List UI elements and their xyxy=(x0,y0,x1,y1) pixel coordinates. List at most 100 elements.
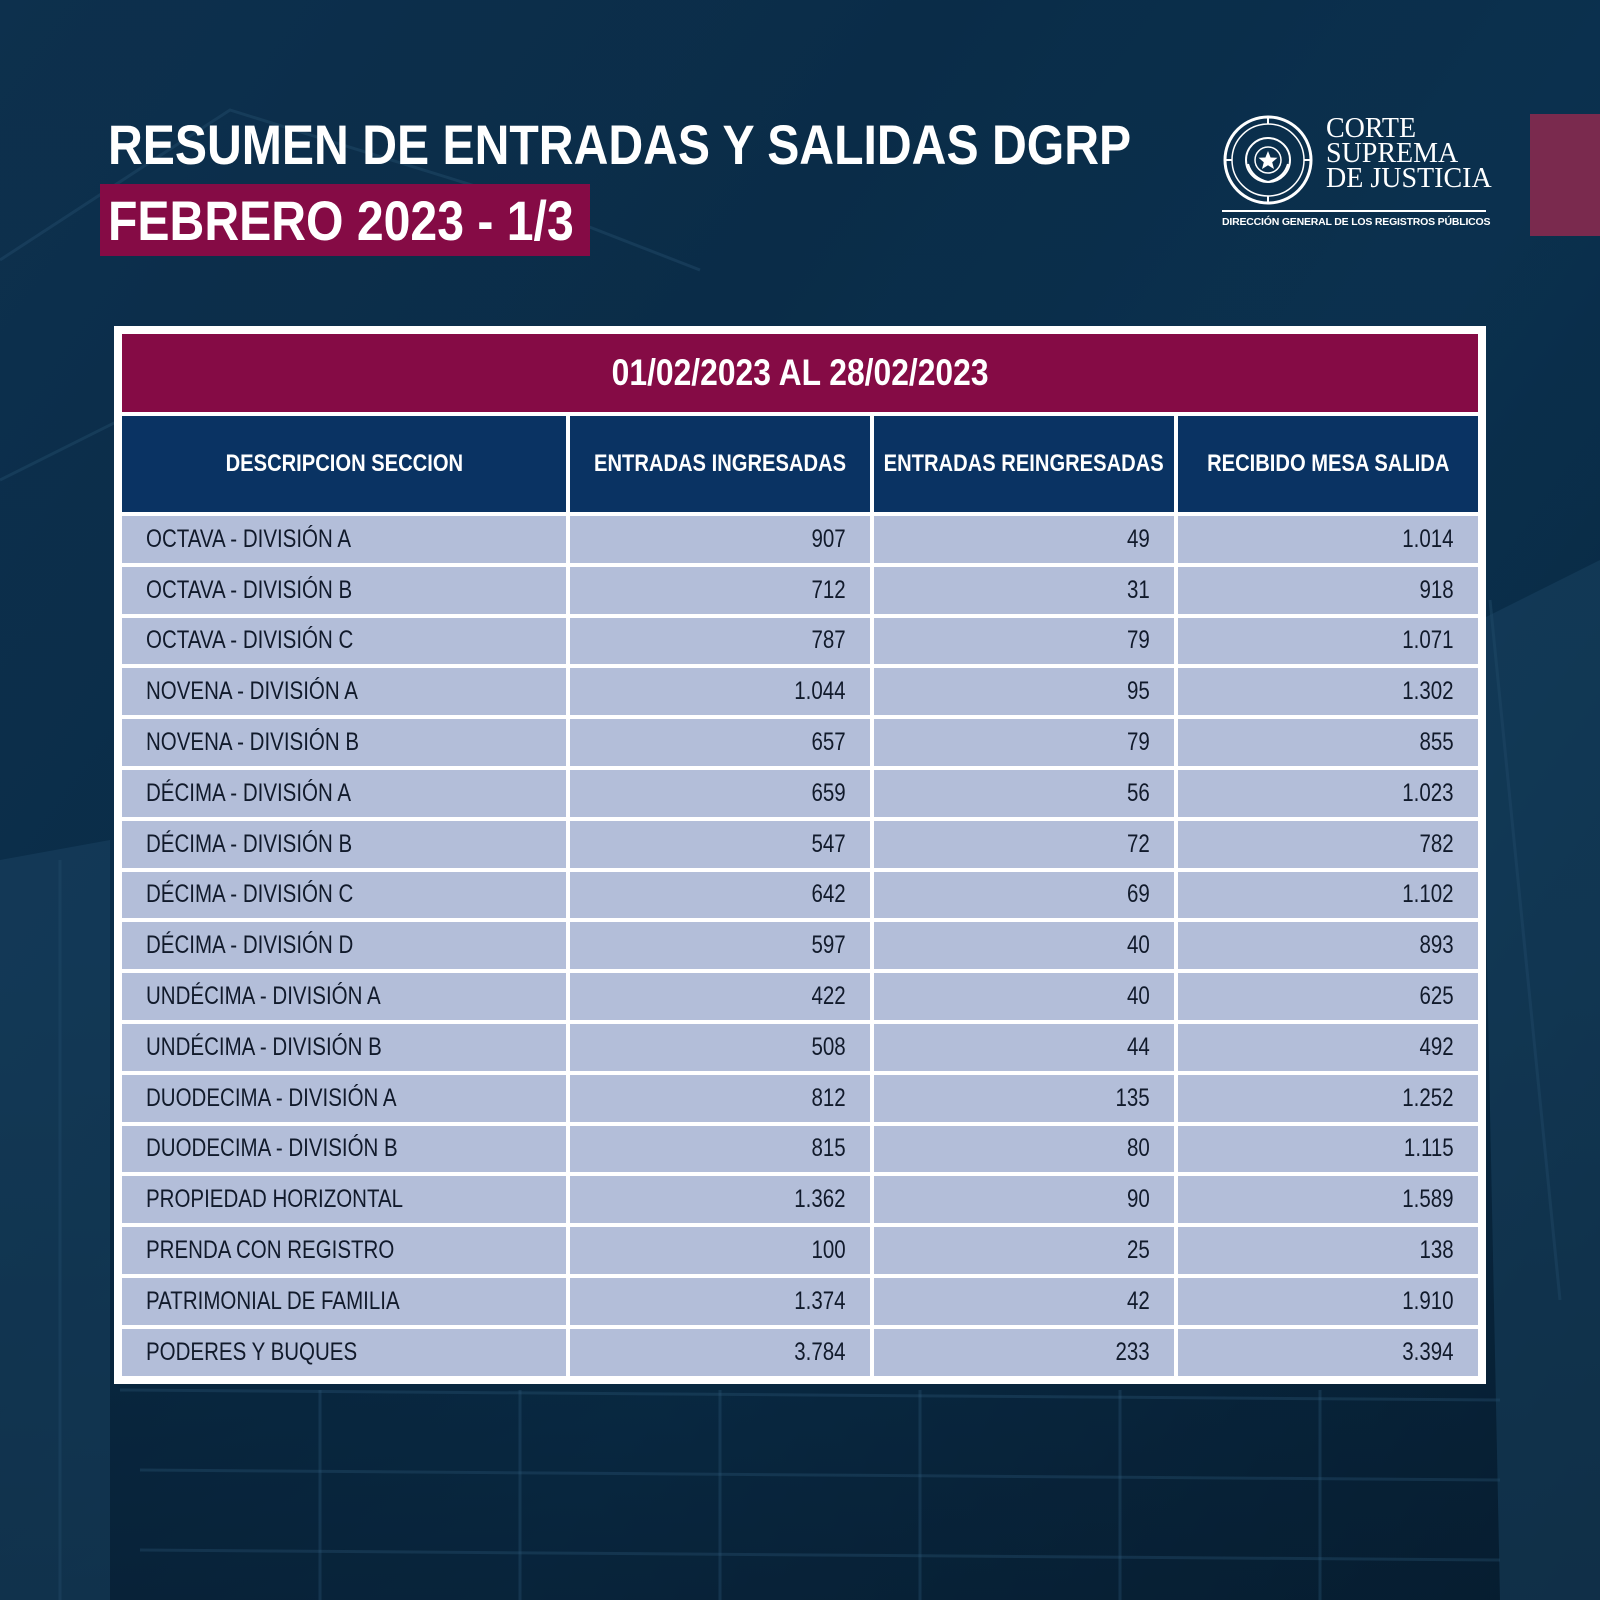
row-description: PODERES Y BUQUES xyxy=(122,1328,566,1376)
logo-divider xyxy=(1222,210,1486,212)
row-description: UNDÉCIMA - DIVISIÓN B xyxy=(122,1023,566,1071)
row-value: 815 xyxy=(570,1125,870,1173)
row-value: 893 xyxy=(1178,922,1478,970)
institution-subtitle: DIRECCIÓN GENERAL DE LOS REGISTROS PÚBLI… xyxy=(1222,216,1491,228)
row-value: 100 xyxy=(570,1227,870,1274)
row-value: 72 xyxy=(874,820,1174,868)
table-row: PODERES Y BUQUES 3.784 233 3.394 xyxy=(122,1328,1478,1376)
row-value: 492 xyxy=(1178,1023,1478,1071)
page-subtitle: FEBRERO 2023 - 1/3 xyxy=(108,189,574,252)
row-description: DUODECIMA - DIVISIÓN B xyxy=(122,1125,566,1173)
row-value: 625 xyxy=(1178,973,1478,1020)
period-label: 01/02/2023 AL 28/02/2023 xyxy=(611,352,989,393)
row-value: 95 xyxy=(874,668,1174,716)
table-row: DÉCIMA - DIVISIÓN C 642 69 1.102 xyxy=(122,871,1478,919)
table-row: DÉCIMA - DIVISIÓN A 659 56 1.023 xyxy=(122,769,1478,817)
row-value: 90 xyxy=(874,1176,1174,1224)
row-value: 659 xyxy=(570,769,870,817)
table-rows: OCTAVA - DIVISIÓN A 907 49 1.014 OCTAVA - DI… xyxy=(122,516,1478,1380)
row-value: 44 xyxy=(874,1023,1174,1071)
row-description: NOVENA - DIVISIÓN B xyxy=(122,719,566,766)
row-value: 782 xyxy=(1178,820,1478,868)
row-value: 1.252 xyxy=(1178,1074,1478,1122)
table-header-row: DESCRIPCION SECCION ENTRADAS INGRESADAS … xyxy=(122,416,1478,512)
row-value: 508 xyxy=(570,1023,870,1071)
table-row: DUODECIMA - DIVISIÓN A 812 135 1.252 xyxy=(122,1074,1478,1122)
row-description: PRENDA CON REGISTRO xyxy=(122,1227,566,1274)
row-value: 1.044 xyxy=(570,668,870,716)
table-row: UNDÉCIMA - DIVISIÓN B 508 44 492 xyxy=(122,1023,1478,1071)
row-value: 1.014 xyxy=(1178,516,1478,563)
column-header-recibido-mesa-salida: RECIBIDO MESA SALIDA xyxy=(1178,416,1478,512)
corner-accent-block xyxy=(1530,114,1600,236)
row-value: 1.910 xyxy=(1178,1277,1478,1325)
row-value: 1.362 xyxy=(570,1176,870,1224)
row-value: 422 xyxy=(570,973,870,1020)
row-description: OCTAVA - DIVISIÓN C xyxy=(122,617,566,665)
row-value: 597 xyxy=(570,922,870,970)
row-value: 233 xyxy=(874,1328,1174,1376)
row-value: 1.023 xyxy=(1178,769,1478,817)
column-header-entradas-reingresadas: ENTRADAS REINGRESADAS xyxy=(874,416,1174,512)
row-description: DÉCIMA - DIVISIÓN A xyxy=(122,769,566,817)
table-row: DÉCIMA - DIVISIÓN D 597 40 893 xyxy=(122,922,1478,970)
table-body: 01/02/2023 AL 28/02/2023 DESCRIPCION SEC… xyxy=(122,334,1478,1376)
row-value: 1.302 xyxy=(1178,668,1478,716)
row-value: 3.784 xyxy=(570,1328,870,1376)
row-value: 787 xyxy=(570,617,870,665)
row-value: 547 xyxy=(570,820,870,868)
row-description: DUODECIMA - DIVISIÓN A xyxy=(122,1074,566,1122)
row-value: 3.394 xyxy=(1178,1328,1478,1376)
row-description: PROPIEDAD HORIZONTAL xyxy=(122,1176,566,1224)
row-value: 79 xyxy=(874,719,1174,766)
row-value: 855 xyxy=(1178,719,1478,766)
national-seal-icon xyxy=(1223,115,1313,205)
row-value: 56 xyxy=(874,769,1174,817)
column-header-entradas-ingresadas: ENTRADAS INGRESADAS xyxy=(570,416,870,512)
table-row: PATRIMONIAL DE FAMILIA 1.374 42 1.910 xyxy=(122,1277,1478,1325)
row-value: 49 xyxy=(874,516,1174,563)
row-description: DÉCIMA - DIVISIÓN D xyxy=(122,922,566,970)
row-description: PATRIMONIAL DE FAMILIA xyxy=(122,1277,566,1325)
summary-table: 01/02/2023 AL 28/02/2023 DESCRIPCION SEC… xyxy=(114,326,1486,1384)
row-value: 40 xyxy=(874,922,1174,970)
row-description: UNDÉCIMA - DIVISIÓN A xyxy=(122,973,566,1020)
page-title: RESUMEN DE ENTRADAS Y SALIDAS DGRP xyxy=(108,113,1132,176)
row-value: 135 xyxy=(874,1074,1174,1122)
row-value: 42 xyxy=(874,1277,1174,1325)
row-description: OCTAVA - DIVISIÓN B xyxy=(122,566,566,614)
row-value: 69 xyxy=(874,871,1174,919)
row-description: DÉCIMA - DIVISIÓN C xyxy=(122,871,566,919)
table-row: OCTAVA - DIVISIÓN C 787 79 1.071 xyxy=(122,617,1478,665)
table-row: NOVENA - DIVISIÓN B 657 79 855 xyxy=(122,719,1478,766)
row-value: 25 xyxy=(874,1227,1174,1274)
row-description: NOVENA - DIVISIÓN A xyxy=(122,668,566,716)
table-row: OCTAVA - DIVISIÓN B 712 31 918 xyxy=(122,566,1478,614)
table-row: OCTAVA - DIVISIÓN A 907 49 1.014 xyxy=(122,516,1478,563)
table-row: NOVENA - DIVISIÓN A 1.044 95 1.302 xyxy=(122,668,1478,716)
column-header-description: DESCRIPCION SECCION xyxy=(122,416,566,512)
row-value: 1.071 xyxy=(1178,617,1478,665)
row-value: 31 xyxy=(874,566,1174,614)
institution-name: CORTE SUPREMA DE JUSTICIA xyxy=(1326,113,1492,194)
row-description: DÉCIMA - DIVISIÓN B xyxy=(122,820,566,868)
row-value: 1.115 xyxy=(1178,1125,1478,1173)
table-row: PROPIEDAD HORIZONTAL 1.362 90 1.589 xyxy=(122,1176,1478,1224)
row-value: 138 xyxy=(1178,1227,1478,1274)
row-description: OCTAVA - DIVISIÓN A xyxy=(122,516,566,563)
row-value: 1.589 xyxy=(1178,1176,1478,1224)
row-value: 40 xyxy=(874,973,1174,1020)
subtitle-highlight xyxy=(100,184,590,256)
period-bar: 01/02/2023 AL 28/02/2023 xyxy=(122,334,1478,412)
row-value: 812 xyxy=(570,1074,870,1122)
table-row: DÉCIMA - DIVISIÓN B 547 72 782 xyxy=(122,820,1478,868)
row-value: 1.102 xyxy=(1178,871,1478,919)
row-value: 657 xyxy=(570,719,870,766)
table-row: PRENDA CON REGISTRO 100 25 138 xyxy=(122,1227,1478,1274)
table-row: DUODECIMA - DIVISIÓN B 815 80 1.115 xyxy=(122,1125,1478,1173)
row-value: 642 xyxy=(570,871,870,919)
row-value: 907 xyxy=(570,516,870,563)
row-value: 918 xyxy=(1178,566,1478,614)
row-value: 79 xyxy=(874,617,1174,665)
